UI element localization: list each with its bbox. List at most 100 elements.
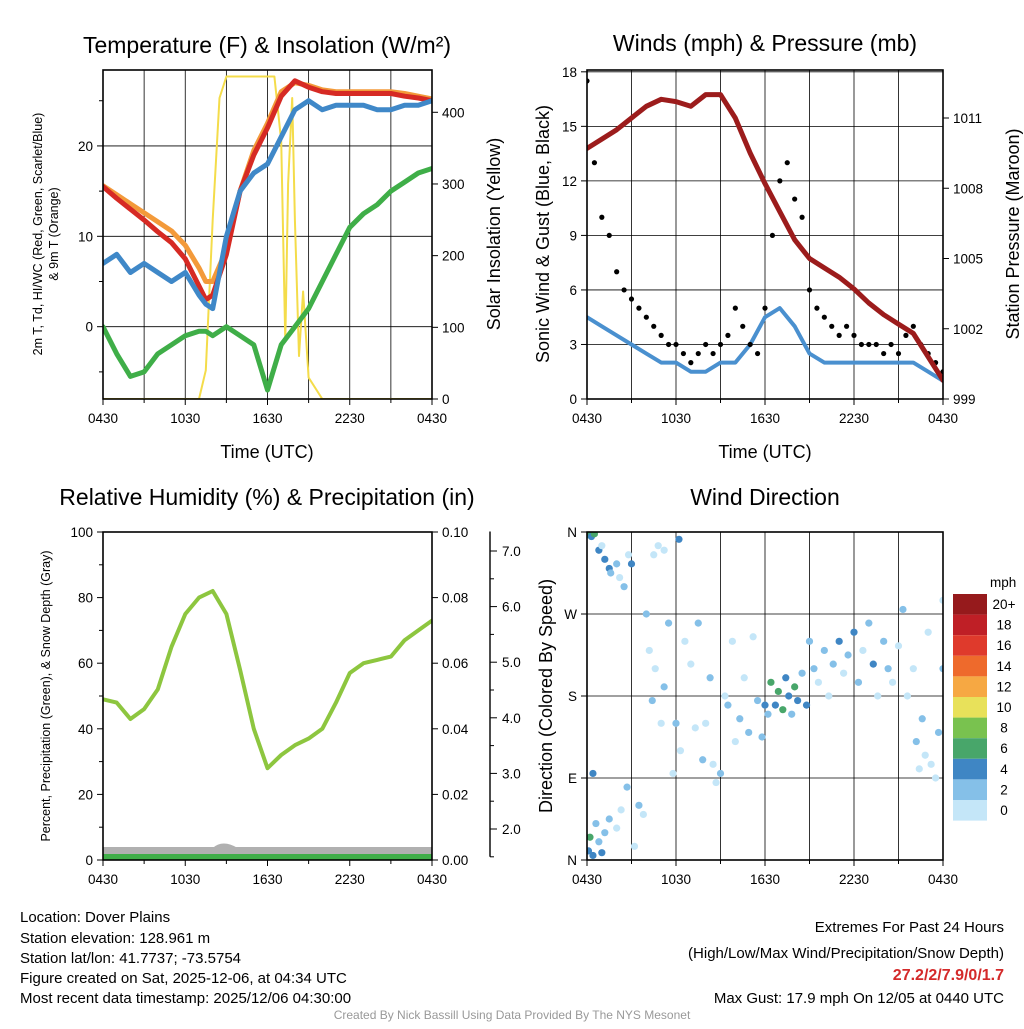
wind-direction-point [884, 665, 892, 673]
legend-label: 10 [996, 700, 1011, 715]
gust-point [651, 323, 657, 329]
x-tick-label: 0430 [417, 411, 447, 426]
wind-direction-point [915, 765, 923, 773]
wind-direction-point [592, 819, 600, 828]
extremes-subtitle: (High/Low/Max Wind/Precipitation/Snow De… [688, 945, 1004, 962]
gust-point [599, 214, 605, 220]
x-tick-label: 1630 [750, 411, 780, 426]
y-tick-label: 0 [85, 320, 93, 335]
wind-direction-point [627, 560, 636, 568]
y-tick-label: 10 [78, 229, 93, 244]
gust-point [717, 341, 724, 348]
wind-direction-point [854, 678, 863, 686]
x-tick-label: 2230 [335, 872, 365, 887]
snow-tick-label: 7.0 [502, 544, 521, 559]
wind-direction-point [672, 719, 680, 727]
wind-direction-point [648, 696, 656, 705]
gust-point [895, 350, 902, 357]
y-tick-label: 20 [78, 139, 93, 154]
wind-direction-point [716, 769, 725, 778]
wind-direction-point [660, 546, 668, 554]
gust-point [762, 305, 768, 311]
wind-direction-point [589, 851, 597, 860]
pressure-line [587, 92, 943, 383]
gust-point [621, 287, 627, 293]
gust-point [769, 232, 776, 239]
wind-direction-point [749, 633, 757, 641]
wind-direction-point [874, 692, 882, 700]
x-tick-label: 1630 [252, 872, 282, 887]
y-tick-label: 80 [78, 591, 93, 606]
wind-direction-point [771, 701, 779, 709]
wind-direction-point [702, 719, 710, 727]
legend-swatch [953, 594, 987, 615]
legend-swatch [953, 717, 987, 739]
panel-3: 0430 1030 1630 2230 0430 0 20 40 60 80 100 0.00 0.02… [70, 525, 520, 887]
humidity-series [103, 589, 432, 860]
wind-direction-point [802, 701, 811, 709]
gust-point [754, 350, 761, 357]
y-tick-label: 0 [569, 392, 577, 407]
snow-tick-label: 4.0 [502, 711, 521, 726]
wind-direction-point [613, 824, 621, 832]
y-tick-label: N [567, 853, 577, 868]
gust-point [665, 341, 672, 348]
figure-created-text: Figure created on Sat, 2025-12-06, at 04… [20, 970, 347, 987]
wind-direction-point [598, 542, 606, 550]
y-right-tick-label: 300 [442, 177, 465, 192]
wind-direction-point [825, 692, 833, 700]
gust-point [829, 323, 835, 329]
legend-label: 0 [1000, 803, 1008, 818]
temperature-y-label: 2m T, Td, HI/WC (Red, Green, Scarlet/Blu… [31, 113, 45, 356]
wind-direction-point [587, 833, 594, 841]
wind-direction-point [740, 674, 748, 682]
wind-direction-point [712, 778, 720, 787]
wind-direction-point [921, 751, 929, 759]
wind-direction-point [660, 683, 668, 691]
y-tick-label: 0 [85, 853, 93, 868]
gust-point [673, 341, 679, 348]
y-right-tick-label: 400 [442, 105, 465, 120]
wind-direction-point [850, 628, 858, 636]
gust-point [792, 196, 798, 202]
wind-direction-point [810, 665, 818, 673]
gust-point [806, 287, 813, 293]
gust-point [703, 341, 709, 348]
gust-point [740, 323, 746, 329]
wind-direction-point [931, 774, 940, 782]
humidity-y-label: Percent, Precipitation (Green), & Snow D… [39, 550, 53, 841]
gust-point [866, 341, 872, 348]
wind-direction-point [675, 535, 683, 543]
wind-direction-point [645, 646, 653, 655]
legend-label: 14 [996, 659, 1012, 674]
winds-panel-title: Winds (mph) & Pressure (mb) [613, 30, 917, 56]
x-tick-label: 0430 [88, 411, 118, 426]
gust-point [881, 350, 887, 357]
wind-direction-point [753, 696, 762, 705]
legend-swatch [953, 800, 987, 821]
insolation-line [103, 75, 432, 399]
wind-speed-line [587, 306, 943, 383]
recent-data-text: Most recent data timestamp: 2025/12/06 0… [20, 990, 351, 1007]
gust-point [858, 341, 865, 348]
wind-direction-point [835, 637, 843, 645]
y-tick-label: 18 [562, 65, 577, 80]
y-tick-label: 3 [569, 337, 577, 352]
y-tick-label: N [567, 525, 577, 540]
legend-label: 16 [996, 638, 1011, 653]
wind-direction-point [589, 769, 597, 778]
legend-swatch [953, 779, 987, 800]
wind-direction-point [699, 756, 707, 764]
gust-point [732, 305, 738, 311]
plot-border [586, 69, 944, 400]
wind-direction-point [782, 674, 790, 682]
x-tick-label: 1030 [661, 872, 691, 887]
wind-direction-point [745, 728, 753, 737]
wind-direction-point [601, 829, 609, 837]
legend-title: mph [990, 575, 1016, 590]
gust-point [873, 341, 879, 348]
wind-direction-point [918, 715, 926, 723]
wind-direction-point [888, 678, 897, 686]
wind-direction-point [687, 660, 695, 668]
series-2m-t-line [103, 78, 432, 303]
